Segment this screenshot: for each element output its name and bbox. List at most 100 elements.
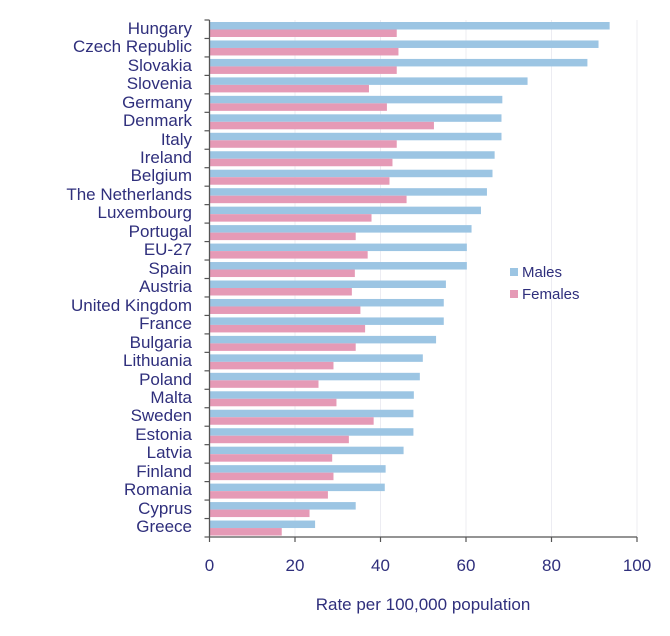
category-label: Ireland (140, 147, 192, 167)
bar-males (209, 151, 495, 159)
bar-males (209, 132, 502, 141)
category-label: Slovakia (127, 55, 192, 75)
bar-males (209, 280, 446, 288)
category-label: The Netherlands (66, 184, 192, 204)
bar-females (209, 417, 374, 425)
category-label: France (139, 314, 192, 334)
category-label: Malta (150, 388, 192, 408)
bar-males (209, 77, 528, 85)
females-swatch-icon (510, 290, 518, 298)
bar-males (209, 22, 610, 30)
legend-item-males: Males (510, 261, 580, 283)
category-label: Slovenia (126, 74, 192, 94)
category-label: Bulgaria (129, 332, 192, 352)
bar-females (209, 435, 349, 444)
x-tick-label: 100 (622, 556, 652, 575)
bar-males (209, 409, 414, 418)
bar-females (209, 177, 390, 185)
bar-males (209, 95, 503, 104)
bar-females (209, 398, 337, 407)
bar-males (209, 206, 481, 215)
bar-females (209, 195, 407, 204)
category-label: Spain (148, 258, 192, 278)
bar-females (209, 306, 361, 314)
bar-males (209, 354, 423, 362)
category-label: Luxembourg (97, 203, 192, 223)
bar-females (209, 232, 356, 241)
category-label: Finland (136, 461, 192, 481)
bar-males (209, 520, 316, 529)
bar-females (209, 66, 397, 74)
bar-males (209, 465, 386, 473)
bar-males (209, 262, 467, 270)
x-tick-label: 40 (371, 556, 390, 575)
bar-males (209, 169, 493, 178)
x-tick-label: 20 (285, 556, 305, 575)
bar-males (209, 225, 472, 233)
bar-females (209, 29, 397, 37)
x-axis-label: Rate per 100,000 population (315, 595, 531, 614)
category-label: United Kingdom (71, 295, 192, 315)
bar-females (209, 140, 397, 148)
bar-males (209, 58, 588, 67)
legend-label-females: Females (522, 285, 580, 303)
category-label: Romania (123, 480, 192, 500)
legend: Males Females (510, 261, 580, 305)
legend-label-males: Males (522, 263, 563, 281)
bar-females (209, 84, 369, 93)
category-label: Estonia (135, 424, 192, 444)
bar-females (209, 158, 393, 167)
bar-males (209, 372, 420, 381)
bar-females (209, 380, 319, 388)
bar-females (209, 528, 282, 536)
x-tick-label: 80 (542, 556, 561, 575)
bar-males (209, 40, 599, 48)
bar-males (209, 188, 487, 196)
bar-males (209, 446, 404, 455)
category-label: Austria (139, 277, 192, 297)
x-tick-label: 0 (204, 556, 215, 575)
bar-females (209, 343, 356, 351)
category-label: Sweden (130, 406, 192, 426)
bar-females (209, 509, 310, 518)
category-label: EU-27 (143, 240, 192, 260)
bar-females (209, 491, 328, 499)
bar-males (209, 243, 467, 252)
bar-females (209, 361, 334, 370)
category-label: Czech Republic (72, 37, 192, 57)
bar-females (209, 324, 366, 333)
bar-males (209, 335, 437, 344)
x-tick-label: 60 (456, 556, 476, 575)
category-label: Germany (122, 92, 192, 112)
bar-females (209, 472, 334, 481)
bar-males (209, 114, 502, 122)
bar-males (209, 317, 444, 325)
category-label: Denmark (123, 111, 192, 131)
category-label: Portugal (128, 221, 192, 241)
bar-females (209, 288, 352, 296)
bar-males (209, 428, 414, 436)
category-label: Lithuania (122, 351, 192, 371)
category-label: Cyprus (138, 498, 192, 518)
category-label: Italy (160, 129, 192, 149)
category-label: Greece (136, 517, 192, 537)
category-label: Hungary (127, 18, 192, 38)
bar-females (209, 121, 434, 130)
bar-females (209, 214, 372, 222)
bar-males (209, 483, 385, 492)
bar-males (209, 502, 356, 510)
category-label: Latvia (146, 443, 192, 463)
bar-males (209, 298, 444, 307)
bar-females (209, 269, 355, 278)
bar-females (209, 251, 368, 259)
bar-males (209, 391, 414, 399)
bar-females (209, 454, 333, 462)
legend-item-females: Females (510, 283, 580, 305)
category-label: Poland (139, 369, 192, 389)
category-label: Belgium (130, 166, 192, 186)
bar-females (209, 103, 387, 111)
males-swatch-icon (510, 268, 518, 276)
bar-females (209, 47, 399, 56)
